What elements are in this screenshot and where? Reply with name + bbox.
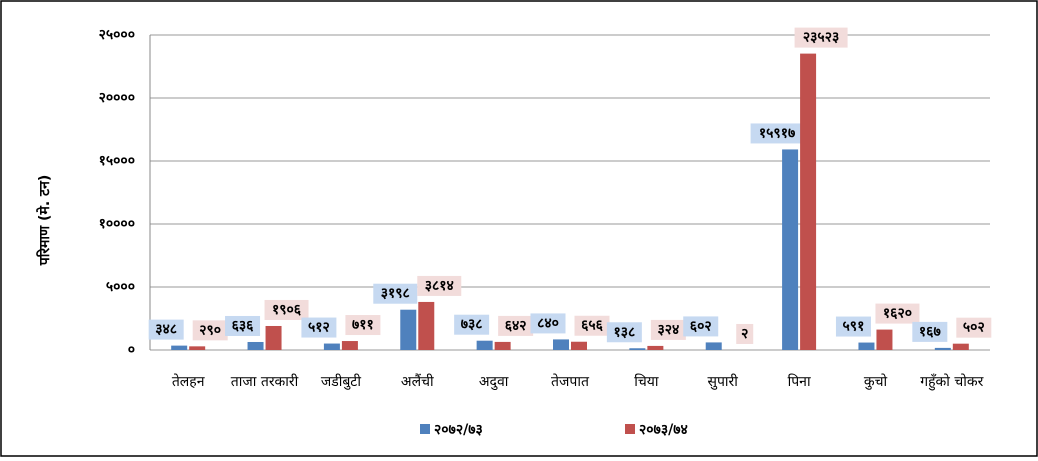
y-tick-label: १५००० [99,153,135,169]
bar [400,310,416,350]
bar [495,342,511,350]
bar [266,326,282,350]
x-tick-label: अदुवा [479,374,509,391]
bar [171,346,187,350]
x-tick-label: कुचो [864,373,888,390]
x-tick-label: जडीबुटी [321,373,362,390]
data-label: १६२० [883,306,912,322]
data-label: ६५६ [581,318,604,334]
data-label: १६७ [919,324,941,340]
y-tick-label: ० [128,342,135,358]
data-label: ६०२ [690,318,712,334]
x-tick-label: सुपारी [708,373,739,390]
bar [858,343,874,350]
legend-swatch [625,424,635,434]
bar [189,346,205,350]
legend-label: २०७२/७३ [434,422,483,438]
x-tick-label: ताजा तरकारी [231,373,299,390]
legend-swatch [420,424,430,434]
data-label: ३२४ [657,322,679,338]
data-label: २३५२३ [803,30,839,46]
bar [876,330,892,350]
bar [647,346,663,350]
data-label: ३४८ [155,322,177,338]
data-label: २ [741,326,748,342]
bar [782,149,798,350]
y-axis-label: परिमाण (मे. टन) [36,175,53,267]
bar [418,302,434,350]
data-label: ५०२ [963,320,985,336]
x-tick-label: पिना [788,373,811,390]
bar [800,54,816,350]
data-label: १३८ [613,324,635,340]
data-label: ५९१ [843,319,865,335]
legend-label: २०७३/७४ [639,422,688,438]
y-tick-label: २५००० [99,27,135,43]
x-tick-label: तेलहन [172,373,205,390]
bar [629,348,645,350]
x-tick-label: तेजपात [551,373,590,390]
data-label: १५९१७ [759,125,795,141]
data-label: ३८१४ [425,278,454,294]
y-tick-label: १०००० [99,216,135,232]
data-label: २९० [199,322,221,338]
x-tick-label: चिया [634,373,659,390]
data-label: ३१९८ [381,286,410,302]
x-tick-label: अलैंची [401,373,434,390]
data-label: १९०६ [272,302,302,318]
bar [342,341,358,350]
bar [477,341,493,350]
y-tick-label: २०००० [99,90,135,106]
bar [571,342,587,350]
data-label: ६३६ [232,318,255,334]
bar [248,342,264,350]
data-label: ५१२ [308,320,330,336]
bar [324,344,340,350]
bar [553,339,569,350]
data-label: ६४२ [505,318,527,334]
bar [953,344,969,350]
data-label: ८४० [537,315,559,331]
bar [706,342,722,350]
y-tick-label: ५००० [106,279,135,295]
x-tick-label: गहुँको चोकर [920,373,983,391]
data-label: ७११ [352,317,374,333]
bar [935,348,951,350]
data-label: ७३८ [461,317,483,333]
